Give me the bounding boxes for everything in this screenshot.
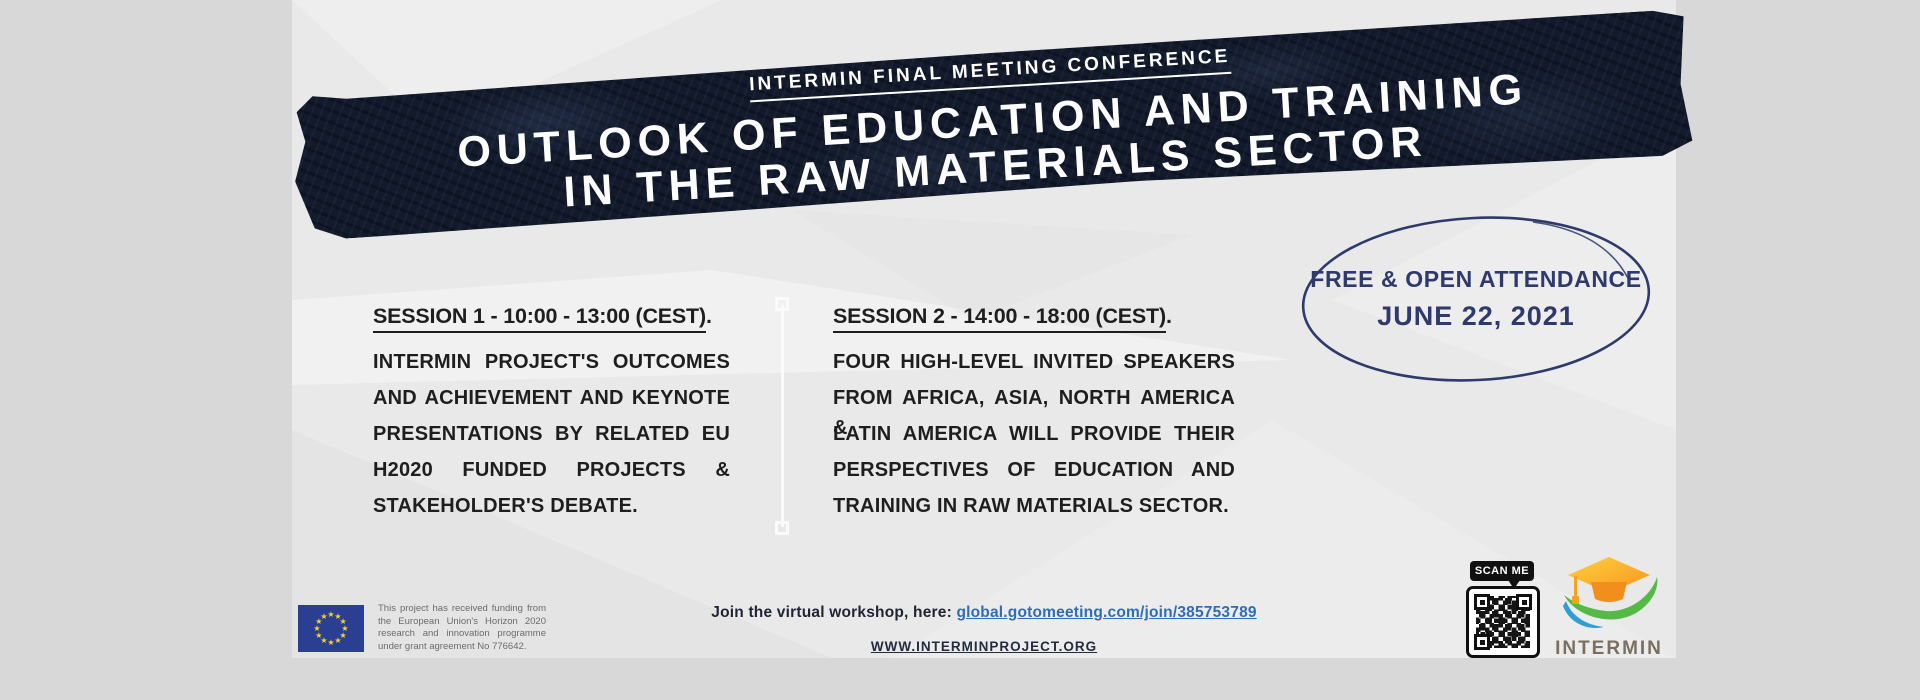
eu-star-icon: ★ [327, 637, 335, 647]
eu-star-icon: ★ [327, 609, 335, 619]
divider-line [781, 305, 784, 527]
session-2-block: SESSION 2 - 14:00 - 18:00 (CEST). FOUR H… [833, 304, 1235, 527]
session-2-description: FOUR HIGH-LEVEL INVITED SPEAKERS FROM AFR… [833, 347, 1235, 527]
session-1-line: AND ACHIEVEMENT AND KEYNOTE [373, 387, 730, 409]
gotomeeting-link[interactable]: global.gotomeeting.com/join/385753789 [956, 604, 1257, 621]
session-2-line: FOUR HIGH-LEVEL INVITED SPEAKERS [833, 351, 1235, 373]
eu-flag: ★ ★ ★ ★ ★ ★ ★ ★ ★ ★ ★ ★ [298, 605, 364, 652]
badge-date-text: JUNE 22, 2021 [1377, 301, 1575, 331]
session-2-line: LATIN AMERICA WILL PROVIDE THEIR [833, 423, 1235, 445]
intermin-logo-text: INTERMIN [1555, 638, 1663, 659]
eu-star-icon: ★ [334, 635, 342, 645]
eu-star-icon: ★ [334, 611, 342, 621]
session-1-line: H2020 FUNDED PROJECTS & [373, 459, 730, 481]
graduation-cap-globe-icon [1563, 557, 1658, 628]
funding-line: under grant agreement No 776642. [378, 640, 527, 652]
eu-star-icon: ★ [320, 611, 328, 621]
funding-line: This project has received funding from [378, 603, 546, 614]
eu-star-icon: ★ [315, 616, 323, 626]
join-workshop-line: Join the virtual workshop, here: global.… [711, 604, 1256, 622]
eu-star-icon: ★ [339, 630, 347, 640]
qr-finder-top-left [1474, 594, 1490, 610]
session-1-line: STAKEHOLDER'S DEBATE. [373, 495, 638, 517]
qr-code [1466, 586, 1540, 658]
session-1-line: PRESENTATIONS BY RELATED EU [373, 423, 730, 445]
eu-star-icon: ★ [339, 616, 347, 626]
session-2-line: FROM AFRICA, ASIA, NORTH AMERICA & [833, 387, 1235, 439]
session-divider [775, 297, 790, 535]
hand-drawn-oval [1301, 216, 1651, 382]
badge-attendance-text: FREE & OPEN ATTENDANCE [1310, 266, 1642, 292]
scan-me-label: SCAN ME [1470, 561, 1534, 581]
session-1-line: INTERMIN PROJECT'S OUTCOMES [373, 351, 730, 373]
session-1-description: INTERMIN PROJECT'S OUTCOMES AND ACHIEVEME… [373, 347, 730, 527]
session-2-line: TRAINING IN RAW MATERIALS SECTOR. [833, 495, 1229, 517]
attendance-badge: FREE & OPEN ATTENDANCE JUNE 22, 2021 [1295, 210, 1657, 388]
session-2-heading: SESSION 2 - 14:00 - 18:00 (CEST). [833, 304, 1235, 333]
eu-star-icon: ★ [341, 623, 349, 633]
divider-bottom-square [775, 521, 789, 535]
qr-finder-top-right [1516, 594, 1532, 610]
eu-star-icon: ★ [320, 635, 328, 645]
session-2-line: PERSPECTIVES OF EDUCATION AND [833, 459, 1235, 481]
funding-statement: This project has received funding from th… [378, 603, 546, 653]
funding-line: the European Union's Horizon 2020 [378, 615, 546, 627]
join-label: Join the virtual workshop, here: [711, 604, 957, 621]
session-1-heading: SESSION 1 - 10:00 - 13:00 (CEST). [373, 304, 730, 333]
qr-finder-bottom-left [1474, 634, 1490, 650]
eu-star-icon: ★ [313, 623, 321, 633]
intermin-logo: INTERMIN [1550, 553, 1668, 660]
funding-line: research and innovation programme [378, 628, 546, 639]
scan-me-bubble-tail [1508, 580, 1520, 589]
website-link[interactable]: WWW.INTERMINPROJECT.ORG [870, 639, 1098, 654]
session-1-block: SESSION 1 - 10:00 - 13:00 (CEST). INTERM… [373, 304, 730, 527]
eu-star-icon: ★ [315, 630, 323, 640]
